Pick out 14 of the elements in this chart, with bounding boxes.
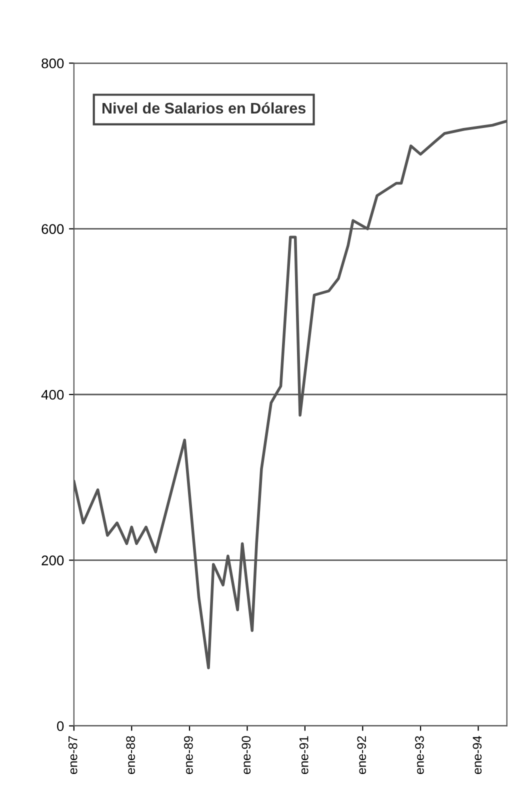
y-tick-label: 0: [57, 721, 64, 732]
text: Nivel de Salarios en Dólares: [102, 102, 306, 114]
x-tick-label: ene-94: [472, 736, 482, 774]
x-tick-label: ene-91: [299, 736, 308, 774]
x-tick-label: ene-89: [184, 736, 193, 774]
x-tick-label: ene-88: [126, 736, 135, 774]
x-tick-label: ene-92: [357, 736, 366, 774]
y-tick-label: 400: [41, 390, 64, 400]
y-tick-label: 800: [42, 58, 64, 68]
x-tick-label: ene-87: [68, 736, 78, 774]
x-tick-label: ene-93: [415, 736, 424, 774]
y-tick-label: 200: [42, 556, 64, 566]
x-tick-label: ene-90: [242, 736, 251, 774]
y-tick-label: 600: [42, 224, 64, 234]
